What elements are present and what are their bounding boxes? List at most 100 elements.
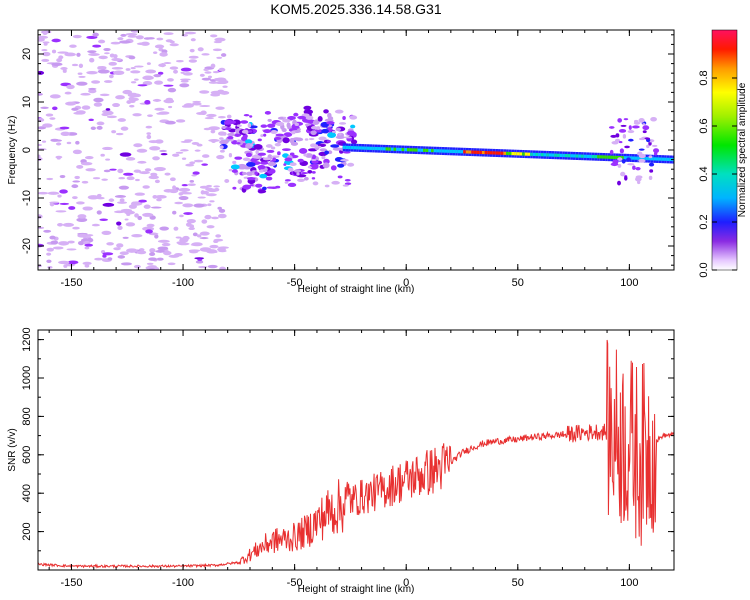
noise-cell xyxy=(51,49,57,54)
noise-cell xyxy=(186,218,196,224)
scatter-cell xyxy=(257,138,262,142)
noise-cell xyxy=(108,61,117,66)
noise-cell xyxy=(142,75,154,81)
scatter-cell xyxy=(270,155,280,159)
noise-cell xyxy=(215,81,227,85)
scatter-cell xyxy=(232,186,237,190)
noise-cell xyxy=(88,118,94,122)
noise-cell xyxy=(129,104,135,108)
line-cell-inner xyxy=(631,156,635,160)
noise-cell xyxy=(126,176,135,181)
scatter-cell xyxy=(247,176,256,181)
noise-cell xyxy=(156,37,164,41)
noise-cell xyxy=(153,74,162,78)
noise-cell xyxy=(165,97,174,102)
noise-cell xyxy=(179,83,190,88)
scatter-cell xyxy=(289,162,297,167)
scatter-cell xyxy=(287,182,297,187)
noise-cell xyxy=(120,33,127,37)
x-tick-label: 50 xyxy=(512,577,524,589)
scatter-cell xyxy=(283,132,293,138)
line-cell-inner xyxy=(348,145,351,150)
y-tick-label: 1200 xyxy=(21,327,33,351)
scatter-cell xyxy=(342,116,346,121)
noise-cell xyxy=(119,152,132,157)
noise-cell xyxy=(194,149,201,152)
scatter-cell xyxy=(318,136,327,141)
noise-cell xyxy=(169,66,179,70)
noise-cell xyxy=(101,178,108,181)
noise-cell xyxy=(217,247,226,252)
noise-cell xyxy=(60,67,68,70)
noise-cell xyxy=(157,239,170,243)
line-cell-inner xyxy=(567,154,571,158)
noise-cell xyxy=(42,41,50,44)
noise-cell xyxy=(184,31,197,35)
scatter-cell xyxy=(218,131,226,136)
line-cell-inner xyxy=(372,146,375,151)
noise-cell xyxy=(175,119,186,123)
line-cell-inner xyxy=(396,147,399,151)
line-cell-inner xyxy=(473,150,477,154)
scatter-cell xyxy=(338,133,342,136)
line-cell-inner xyxy=(449,149,453,153)
line-cell-inner xyxy=(441,149,445,153)
noise-cell xyxy=(117,168,124,174)
noise-cell xyxy=(204,214,212,220)
line-cell-inner xyxy=(532,152,536,157)
scatter-cell xyxy=(316,126,321,131)
noise-cell xyxy=(111,130,117,134)
noise-cell xyxy=(71,107,79,111)
scatter-cell xyxy=(282,118,291,123)
noise-cell xyxy=(91,223,100,227)
scatter-cell xyxy=(289,137,295,144)
noise-cell xyxy=(179,237,184,242)
x-tick-label: 100 xyxy=(620,577,638,589)
noise-cell xyxy=(47,191,60,195)
scatter-cell xyxy=(314,144,319,148)
burst-cell xyxy=(617,163,622,168)
line-cell-inner xyxy=(428,148,432,153)
scatter-cell xyxy=(305,115,314,120)
noise-cell xyxy=(38,70,45,75)
scatter-cell xyxy=(236,124,242,128)
noise-cell xyxy=(88,87,97,90)
scatter-cell xyxy=(300,172,309,175)
line-cell-inner xyxy=(423,148,426,152)
scatter-cell xyxy=(249,184,254,187)
noise-cell xyxy=(120,126,129,131)
noise-cell xyxy=(78,75,86,78)
noise-cell xyxy=(153,167,166,172)
noise-cell xyxy=(109,53,115,58)
line-cell-inner xyxy=(479,150,482,155)
noise-cell xyxy=(81,180,89,184)
noise-cell xyxy=(105,108,111,111)
noise-cell xyxy=(191,242,203,247)
scatter-cell xyxy=(344,136,352,139)
line-cell-inner xyxy=(476,150,480,154)
snr-x-label: Height of straight line (km) xyxy=(298,584,415,595)
line-cell-inner xyxy=(661,157,664,161)
noise-cell xyxy=(196,143,203,147)
burst-cell xyxy=(648,141,652,146)
burst-cell xyxy=(648,175,653,180)
noise-cell xyxy=(134,192,146,196)
noise-cell xyxy=(136,250,147,255)
scatter-cell xyxy=(251,154,261,159)
noise-cell xyxy=(47,266,53,269)
scatter-cell xyxy=(294,137,304,142)
burst-cell xyxy=(653,148,660,154)
noise-cell xyxy=(144,100,151,105)
noise-cell xyxy=(55,142,62,146)
noise-cell xyxy=(208,139,220,142)
noise-cell xyxy=(213,40,222,44)
noise-cell xyxy=(76,81,88,86)
line-cell-inner xyxy=(623,156,627,160)
noise-cell xyxy=(104,52,110,55)
burst-cell xyxy=(610,134,617,138)
burst-cell xyxy=(638,153,646,159)
noise-cell xyxy=(96,193,102,198)
noise-cell xyxy=(125,33,138,36)
noise-cell xyxy=(189,161,196,165)
scatter-cell xyxy=(311,171,316,174)
